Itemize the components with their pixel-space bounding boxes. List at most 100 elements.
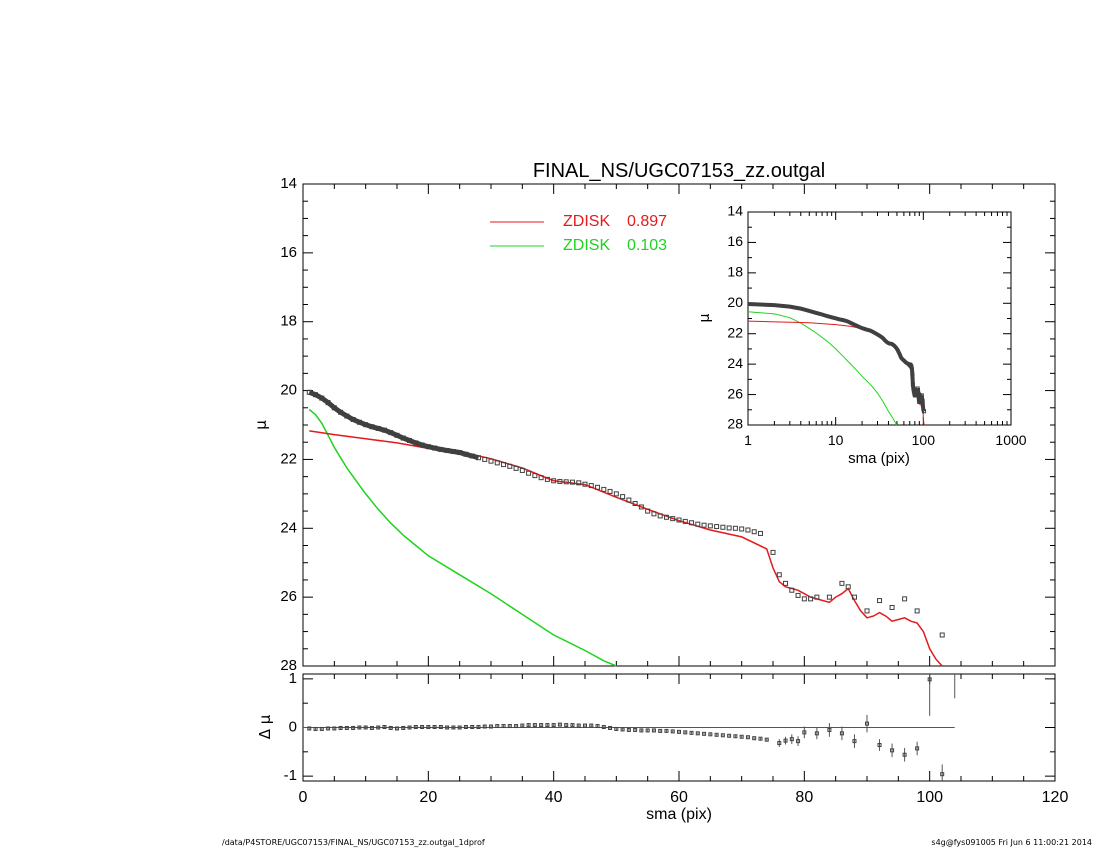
inset-y-tick-label: 22: [727, 324, 743, 340]
observed-point: [350, 416, 356, 422]
inset-observed-point: [922, 409, 927, 414]
residual-point: [413, 725, 418, 730]
residual-point: [702, 731, 707, 736]
observed-point: [588, 483, 594, 489]
residual-point: [307, 726, 312, 731]
observed-point: [551, 478, 557, 484]
residual-point: [520, 723, 525, 728]
x-tick-label: 20: [419, 789, 437, 806]
residual-y-tick-label: 0: [289, 718, 297, 735]
observed-point: [331, 405, 337, 411]
residual-point: [902, 752, 907, 757]
residual-point: [326, 726, 331, 731]
inset-panel: 14 16 18 20 22 24 26 28 1 10 100 1000 μ sma (pix): [697, 203, 1027, 467]
observed-point: [726, 525, 732, 531]
residual-point: [670, 729, 675, 734]
inset-y-tick-labels: 14 16 18 20 22 24 26 28: [727, 203, 743, 432]
residual-point: [476, 725, 481, 730]
residual-y-tick-label: -1: [284, 767, 297, 784]
residual-point: [470, 725, 475, 730]
residual-point: [645, 728, 650, 733]
observed-point: [757, 530, 763, 536]
observed-profile-series: [306, 389, 945, 638]
residual-point: [482, 724, 487, 729]
observed-point: [519, 467, 525, 473]
observed-point: [776, 572, 782, 578]
observed-point: [375, 425, 381, 431]
residual-point: [608, 725, 613, 730]
observed-point: [601, 486, 607, 492]
residual-point: [363, 725, 368, 730]
residual-point: [576, 723, 581, 728]
residual-point: [764, 737, 769, 742]
footer-user-timestamp: s4g@fys091005 Fri Jun 6 11:00:21 2014: [931, 838, 1092, 847]
observed-point: [670, 516, 676, 522]
residual-point: [526, 723, 531, 728]
observed-point: [632, 500, 638, 506]
model-green-series: [308, 408, 617, 667]
main-y-tick-label: 18: [280, 313, 297, 330]
residual-y-axis-label: Δ μ: [256, 714, 274, 739]
observed-point: [626, 497, 632, 503]
observed-point: [388, 430, 394, 436]
main-y-tick-label: 28: [280, 657, 297, 674]
observed-point: [607, 488, 613, 494]
residual-panel: -101 0 20 40 60 80 100 120 Δ μ sma (pix): [256, 670, 1068, 823]
residual-point: [539, 723, 544, 728]
inset-x-axis-label: sma (pix): [848, 450, 910, 467]
residual-point: [777, 741, 782, 746]
residual-point: [401, 725, 406, 730]
observed-point: [595, 484, 601, 490]
residual-point: [683, 730, 688, 735]
main-y-tick-label: 24: [280, 519, 297, 536]
observed-point: [544, 476, 550, 482]
observed-point: [732, 525, 738, 531]
inset-observed-point: [909, 364, 914, 369]
inset-observed-point: [910, 382, 915, 387]
observed-point: [557, 478, 563, 484]
main-y-tick-label: 16: [280, 244, 297, 261]
residual-point: [940, 772, 945, 777]
model-red-line: [309, 430, 943, 667]
observed-point: [795, 592, 801, 598]
observed-point: [306, 389, 312, 395]
residual-point: [313, 726, 318, 731]
inset-x-tick-label: 1000: [995, 432, 1026, 448]
observed-point: [939, 632, 945, 638]
x-tick-labels: 0 20 40 60 80 100 120: [299, 789, 1069, 806]
observed-point: [889, 604, 895, 610]
observed-point: [563, 479, 569, 485]
observed-point: [319, 395, 325, 401]
residual-point: [620, 727, 625, 732]
x-tick-label: 60: [670, 789, 688, 806]
model-red-series: [309, 430, 943, 667]
residual-point: [545, 723, 550, 728]
observed-point: [714, 524, 720, 530]
residual-point: [714, 732, 719, 737]
inset-y-tick-label: 14: [727, 203, 743, 219]
residual-y-tick-labels: -1 0 1: [284, 670, 297, 784]
observed-point: [413, 440, 419, 446]
residual-point: [720, 733, 725, 738]
observed-profile-band: [308, 389, 480, 461]
residual-point: [382, 725, 387, 730]
observed-point: [513, 465, 519, 471]
residual-point: [927, 677, 932, 682]
main-y-tick-label: 22: [280, 450, 297, 467]
observed-point: [475, 455, 481, 461]
residual-point: [426, 725, 431, 730]
inset-model-green-line: [747, 311, 898, 426]
observed-point: [438, 446, 444, 452]
residual-point: [827, 727, 832, 732]
observed-point: [494, 460, 500, 466]
observed-point: [425, 444, 431, 450]
residual-point: [877, 743, 882, 748]
residual-point: [633, 727, 638, 732]
chart-title: FINAL_NS/UGC07153_zz.outgal: [533, 160, 825, 182]
residual-point: [739, 734, 744, 739]
residual-point: [796, 739, 801, 744]
residual-point: [745, 735, 750, 740]
observed-point: [689, 520, 695, 526]
observed-point: [450, 449, 456, 455]
main-panel: 14 16 18 20 22 24 26 28 μ ZDISK 0.897 ZDISK 0.1…: [252, 175, 1056, 674]
